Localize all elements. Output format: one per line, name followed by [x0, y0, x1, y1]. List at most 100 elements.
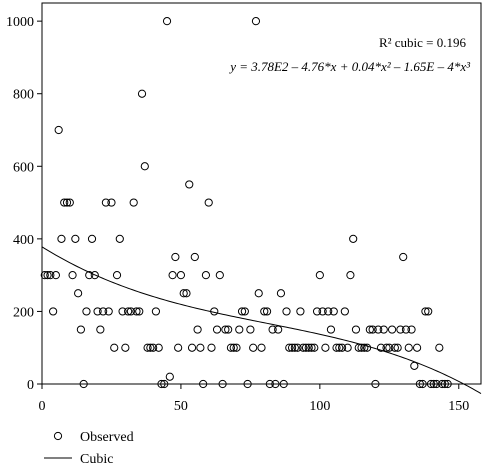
observed-point [432, 379, 441, 389]
observed-point [124, 307, 133, 316]
observed-point [201, 271, 211, 280]
observed-point [110, 343, 119, 352]
observed-point [243, 379, 252, 389]
observed-point [162, 17, 172, 26]
observed-point [301, 343, 311, 352]
observed-point [329, 307, 338, 316]
x-tick-label: 100 [309, 399, 330, 414]
observed-point [265, 379, 274, 389]
observed-point [171, 252, 180, 262]
observed-point [324, 307, 333, 316]
observed-point [137, 89, 147, 98]
observed-point [199, 379, 208, 389]
observed-point [168, 271, 177, 280]
observed-point [104, 307, 113, 316]
axes: 0 50 100 150 0 200 400 600 800 1000 [6, 15, 469, 414]
legend-cubic-label: Cubic [80, 452, 113, 464]
plot-area [41, 2, 482, 385]
observed-point [165, 372, 174, 381]
observed-point [210, 307, 219, 316]
observed-point [346, 271, 355, 280]
observed-point [421, 307, 430, 316]
observed-point [426, 379, 436, 389]
observed-point [87, 234, 97, 243]
observed-point [257, 343, 266, 352]
observed-point [76, 325, 85, 334]
observed-point [43, 271, 52, 280]
observed-point [207, 343, 216, 352]
observed-point [232, 343, 241, 352]
observed-point [374, 325, 383, 334]
observed-point [149, 343, 158, 352]
observed-points-layer [40, 17, 452, 389]
observed-point [65, 198, 74, 207]
observed-point [221, 325, 230, 334]
observed-point [85, 271, 94, 280]
observed-point [132, 307, 141, 316]
observed-point [415, 379, 424, 389]
observed-point [326, 325, 336, 334]
observed-point [343, 343, 352, 352]
observed-point [176, 271, 186, 280]
observed-point [60, 198, 69, 207]
observed-point [335, 343, 344, 352]
observed-point [424, 307, 433, 316]
cubic-fit-line [41, 246, 482, 394]
observed-point [93, 307, 102, 316]
observed-point [332, 343, 341, 352]
y-tick-label: 200 [13, 305, 34, 320]
legend-observed-marker [53, 431, 63, 441]
observed-point [337, 343, 347, 352]
observed-point [71, 234, 80, 243]
observed-point [129, 198, 138, 207]
observed-point [399, 252, 408, 262]
plot-border [41, 2, 482, 385]
observed-point [179, 289, 188, 298]
equation-annotation: y = 3.78E2 – 4.76*x + 0.04*x² – 1.65E – … [228, 59, 471, 74]
observed-point [307, 343, 316, 352]
cubic-fit-layer [41, 246, 482, 394]
observed-point [360, 343, 369, 352]
observed-point [387, 325, 397, 334]
observed-point [151, 307, 161, 316]
observed-point [196, 343, 205, 352]
observed-point [410, 361, 419, 370]
observed-point [54, 125, 63, 135]
observed-point [57, 234, 66, 243]
y-tick-label: 1000 [6, 15, 34, 30]
observed-point [312, 307, 322, 316]
observed-point [371, 379, 380, 389]
observed-point [212, 325, 222, 334]
observed-point [118, 307, 127, 316]
observed-point [146, 343, 155, 352]
y-tick-label: 400 [13, 233, 34, 248]
x-tick-label: 150 [448, 399, 469, 414]
observed-point [438, 379, 447, 389]
observed-point [204, 198, 213, 207]
observed-point [190, 252, 199, 262]
observed-point [99, 307, 108, 316]
observed-point [404, 343, 413, 352]
observed-point [299, 343, 308, 352]
observed-point [287, 343, 297, 352]
observed-point [74, 289, 83, 298]
observed-point [237, 307, 247, 316]
observed-point [435, 343, 444, 352]
observed-point [393, 343, 402, 352]
r-squared-annotation: R² cubic = 0.196 [379, 35, 467, 50]
observed-point [115, 234, 124, 243]
observed-point [418, 379, 427, 389]
observed-point [279, 379, 288, 389]
observed-point [226, 343, 236, 352]
observed-point [340, 307, 349, 316]
observed-point [285, 343, 294, 352]
observed-point [154, 343, 163, 352]
observed-point [185, 180, 194, 189]
observed-point [429, 379, 438, 389]
observed-point [357, 343, 366, 352]
observed-point [112, 271, 122, 280]
observed-point [315, 271, 324, 280]
observed-point [351, 325, 361, 334]
observed-point [396, 325, 405, 334]
